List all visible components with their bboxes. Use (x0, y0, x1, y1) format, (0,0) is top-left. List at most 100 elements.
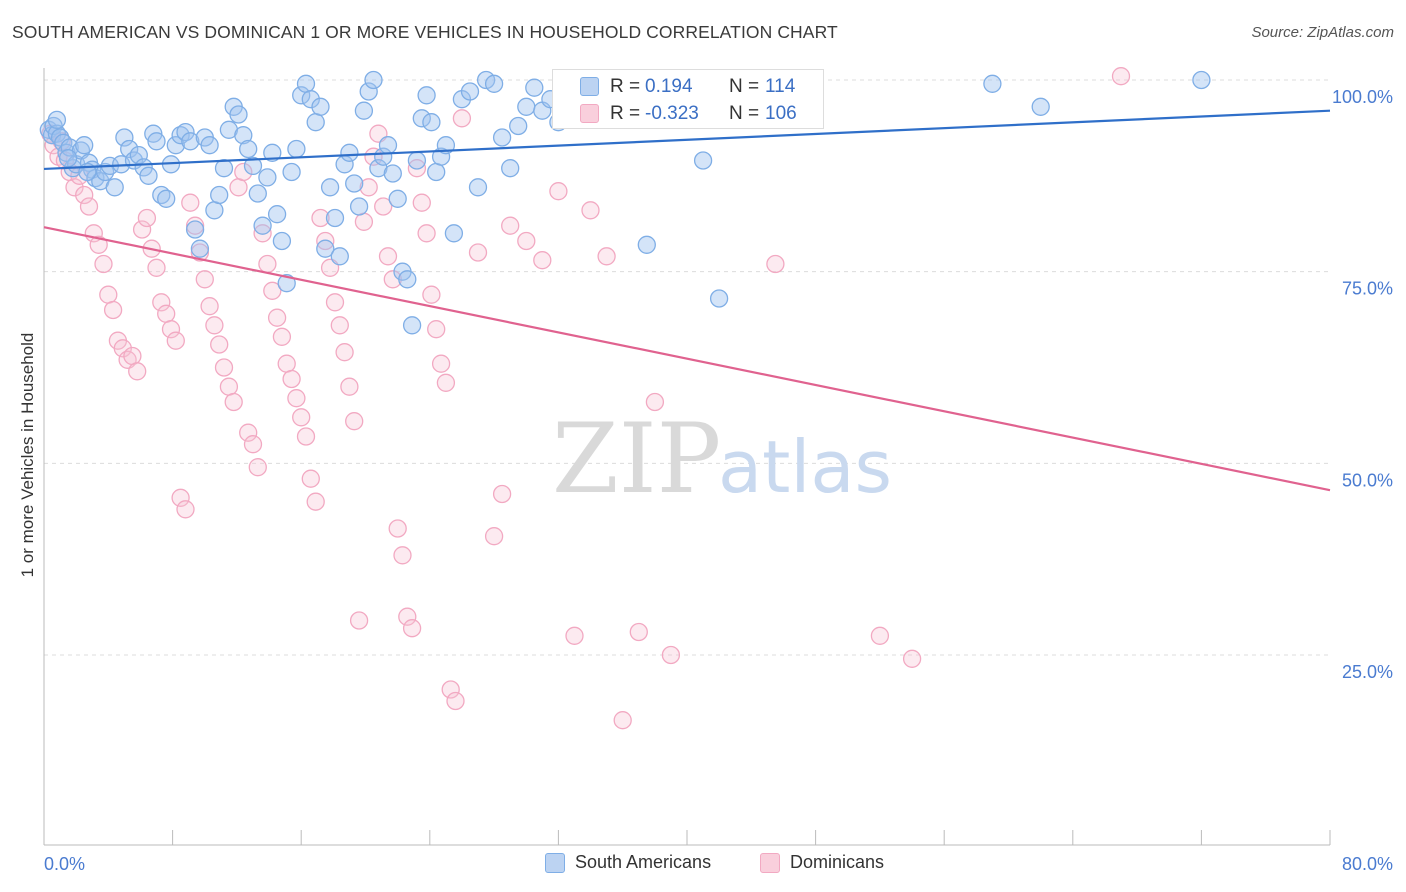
dominican-point (277, 354, 296, 373)
south-american-point (637, 235, 656, 254)
dominican-point (195, 270, 214, 289)
dominican-point (378, 247, 398, 266)
south-american-point (75, 136, 94, 155)
south-american-point (292, 86, 311, 105)
legend-item-south-americans[interactable]: South Americans (545, 852, 711, 873)
dominican-point (234, 162, 253, 182)
dominican-point (354, 212, 374, 231)
south-american-point (258, 168, 277, 187)
south-american-point (501, 159, 520, 178)
south-american-point (115, 128, 134, 147)
legend-swatch-blue (545, 852, 565, 873)
dominican-point (766, 254, 785, 274)
dominican-point (402, 619, 422, 638)
south-american-point (468, 178, 488, 197)
south-american-point (402, 316, 422, 335)
south-american-point (185, 220, 205, 239)
dominican-point (214, 358, 234, 377)
stats-row-south-americans: R = 0.194 N = 114 (553, 74, 825, 100)
legend-item-dominicans[interactable]: Dominicans (760, 852, 884, 873)
south-american-point (412, 109, 431, 128)
x-tick-label: 0.0% (44, 854, 85, 874)
dominican-point (407, 159, 427, 178)
dominican-point (171, 488, 190, 507)
dominican-point (452, 109, 472, 128)
south-american-point (287, 139, 306, 159)
dominican-point (94, 254, 113, 274)
south-american-point (509, 116, 528, 136)
dominican-point (65, 178, 84, 197)
dominican-point (484, 527, 504, 546)
watermark-atlas: atlas (718, 425, 892, 509)
blue-swatch (580, 77, 599, 96)
dominican-point (205, 316, 224, 335)
tick-labels: 100.0% 75.0% 50.0% 25.0% 0.0% 80.0% (44, 87, 1393, 874)
south-american-point (263, 143, 282, 162)
dominican-point (123, 346, 142, 366)
dominican-point (224, 392, 243, 412)
south-american-point (147, 132, 166, 151)
dominican-point (597, 247, 616, 266)
south-american-point (277, 274, 296, 293)
dominican-point (335, 343, 354, 362)
south-american-point (296, 74, 316, 93)
legend-label: South Americans (575, 852, 712, 872)
dominican-point (468, 243, 488, 262)
south-american-point (205, 201, 224, 220)
dominican-point (645, 392, 665, 412)
dominican-point (248, 458, 267, 477)
south-american-point (139, 166, 158, 185)
dominican-point (446, 691, 465, 711)
dominican-point (113, 339, 132, 358)
south-americans-points (39, 70, 1211, 335)
dominican-point (388, 519, 407, 538)
south-american-point (444, 224, 464, 243)
south-american-point (354, 101, 374, 120)
r-value: -0.323 (645, 103, 699, 124)
dominican-point (89, 235, 108, 254)
south-american-point (517, 97, 536, 116)
south-american-point (176, 122, 195, 142)
dominican-point (549, 182, 568, 201)
dominican-point (661, 645, 681, 665)
dominican-point (229, 178, 248, 197)
dominican-point (393, 546, 412, 565)
south-american-point (330, 247, 349, 266)
dominican-point (219, 377, 239, 396)
dominican-point (533, 251, 552, 270)
dominican-point (147, 258, 166, 277)
dominican-point (349, 611, 369, 630)
south-american-point (190, 239, 210, 258)
dominican-point (374, 197, 393, 216)
dominican-point (287, 389, 306, 408)
south-american-point (272, 231, 292, 251)
watermark: ZIP atlas (552, 403, 892, 515)
south-american-point (157, 189, 176, 208)
south-american-point (282, 162, 301, 182)
y-tick-label: 50.0% (1342, 470, 1393, 490)
watermark-zip: ZIP (552, 403, 721, 515)
dominican-point (103, 300, 123, 320)
dominican-point (282, 369, 301, 389)
south-american-point (492, 128, 512, 147)
dominican-point (296, 427, 316, 446)
dominican-point (613, 711, 632, 730)
dominican-point (902, 649, 922, 668)
south-american-point (383, 164, 402, 183)
y-axis-label: 1 or more Vehicles in Household (18, 333, 37, 578)
dominican-point (137, 208, 157, 228)
south-american-point (693, 151, 713, 170)
south-american-point (325, 208, 345, 228)
south-american-point (267, 205, 287, 224)
dominican-point (417, 224, 436, 243)
south-american-point (427, 162, 446, 182)
dominican-point (565, 626, 584, 645)
south-american-point (243, 156, 263, 176)
dominican-point (239, 423, 258, 442)
south-american-point (349, 197, 369, 216)
south-american-point (171, 126, 190, 145)
trend-lines (43, 109, 1331, 492)
dominican-point (870, 626, 890, 645)
dominican-point (166, 331, 185, 350)
dominican-point (176, 500, 195, 519)
